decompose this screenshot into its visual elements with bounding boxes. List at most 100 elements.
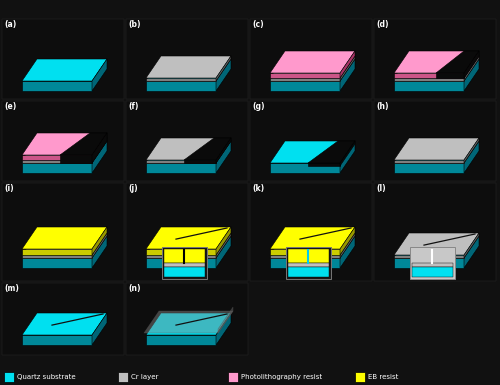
Polygon shape (270, 141, 355, 163)
Bar (228, 372, 238, 382)
Polygon shape (146, 138, 231, 160)
Polygon shape (308, 141, 355, 163)
Bar (410, 247, 455, 279)
Polygon shape (216, 141, 231, 173)
Polygon shape (146, 78, 216, 81)
Polygon shape (464, 236, 479, 268)
Polygon shape (22, 249, 92, 255)
Text: (m): (m) (4, 284, 19, 293)
Polygon shape (464, 51, 479, 78)
Polygon shape (394, 255, 464, 258)
Polygon shape (270, 163, 340, 173)
Text: EB resist: EB resist (368, 374, 398, 380)
Polygon shape (436, 51, 479, 73)
Bar (126, 183, 248, 281)
Polygon shape (60, 133, 107, 155)
Polygon shape (270, 227, 355, 249)
Polygon shape (92, 233, 107, 258)
Polygon shape (394, 160, 464, 163)
Polygon shape (216, 138, 231, 163)
Polygon shape (22, 81, 92, 91)
Bar (126, 283, 248, 355)
Polygon shape (394, 138, 479, 160)
Text: (f): (f) (128, 102, 138, 111)
Polygon shape (146, 81, 216, 91)
Text: (c): (c) (252, 20, 264, 29)
Polygon shape (22, 255, 92, 258)
Polygon shape (340, 236, 355, 268)
Bar (286, 247, 331, 279)
Text: (n): (n) (128, 284, 140, 293)
Polygon shape (394, 141, 479, 163)
Polygon shape (216, 138, 231, 163)
Bar (2, 283, 124, 355)
Polygon shape (22, 233, 107, 255)
Bar (126, 101, 248, 181)
Polygon shape (22, 236, 107, 258)
Bar (288, 267, 329, 277)
Polygon shape (146, 59, 231, 81)
Text: (e): (e) (4, 102, 16, 111)
Polygon shape (308, 163, 340, 166)
Polygon shape (270, 249, 340, 255)
Polygon shape (216, 313, 231, 345)
Bar (126, 19, 248, 99)
Text: (j): (j) (128, 184, 138, 193)
Bar (164, 249, 205, 263)
Polygon shape (22, 59, 107, 81)
Polygon shape (146, 313, 231, 335)
Polygon shape (464, 141, 479, 173)
Polygon shape (394, 59, 479, 81)
Text: (i): (i) (4, 184, 14, 193)
Polygon shape (340, 51, 355, 78)
Polygon shape (216, 59, 231, 91)
Polygon shape (146, 249, 216, 255)
Text: Cr layer: Cr layer (131, 374, 158, 380)
Polygon shape (92, 138, 107, 163)
Polygon shape (464, 51, 479, 78)
Polygon shape (270, 233, 355, 255)
Polygon shape (218, 307, 233, 333)
Text: (l): (l) (376, 184, 386, 193)
Polygon shape (92, 236, 107, 268)
Bar (162, 247, 207, 279)
Polygon shape (146, 227, 231, 249)
Bar (412, 263, 453, 267)
Polygon shape (216, 233, 231, 258)
Polygon shape (22, 227, 107, 249)
Polygon shape (146, 141, 231, 163)
Bar (288, 249, 329, 263)
Polygon shape (60, 155, 92, 163)
Polygon shape (92, 59, 107, 91)
Text: (b): (b) (128, 20, 140, 29)
Bar (250, 19, 372, 99)
Text: (h): (h) (376, 102, 388, 111)
Polygon shape (146, 160, 216, 163)
Text: (a): (a) (4, 20, 16, 29)
Polygon shape (146, 258, 216, 268)
Bar (4, 372, 14, 382)
Bar (374, 183, 496, 281)
Polygon shape (184, 138, 231, 160)
Text: (d): (d) (376, 20, 388, 29)
Polygon shape (184, 160, 216, 163)
Polygon shape (92, 313, 107, 345)
Bar (2, 101, 124, 181)
Polygon shape (216, 56, 231, 81)
Polygon shape (394, 163, 464, 173)
Polygon shape (394, 51, 479, 73)
Text: Quartz substrate: Quartz substrate (17, 374, 76, 380)
Bar (164, 267, 205, 277)
Bar (118, 372, 128, 382)
Polygon shape (340, 227, 355, 255)
Polygon shape (146, 335, 216, 345)
Polygon shape (22, 163, 92, 173)
Polygon shape (22, 155, 92, 160)
Polygon shape (216, 236, 231, 268)
Polygon shape (22, 133, 107, 155)
Polygon shape (22, 313, 107, 335)
Polygon shape (146, 236, 231, 258)
Bar (374, 101, 496, 181)
Polygon shape (92, 133, 107, 163)
Bar (164, 263, 205, 267)
